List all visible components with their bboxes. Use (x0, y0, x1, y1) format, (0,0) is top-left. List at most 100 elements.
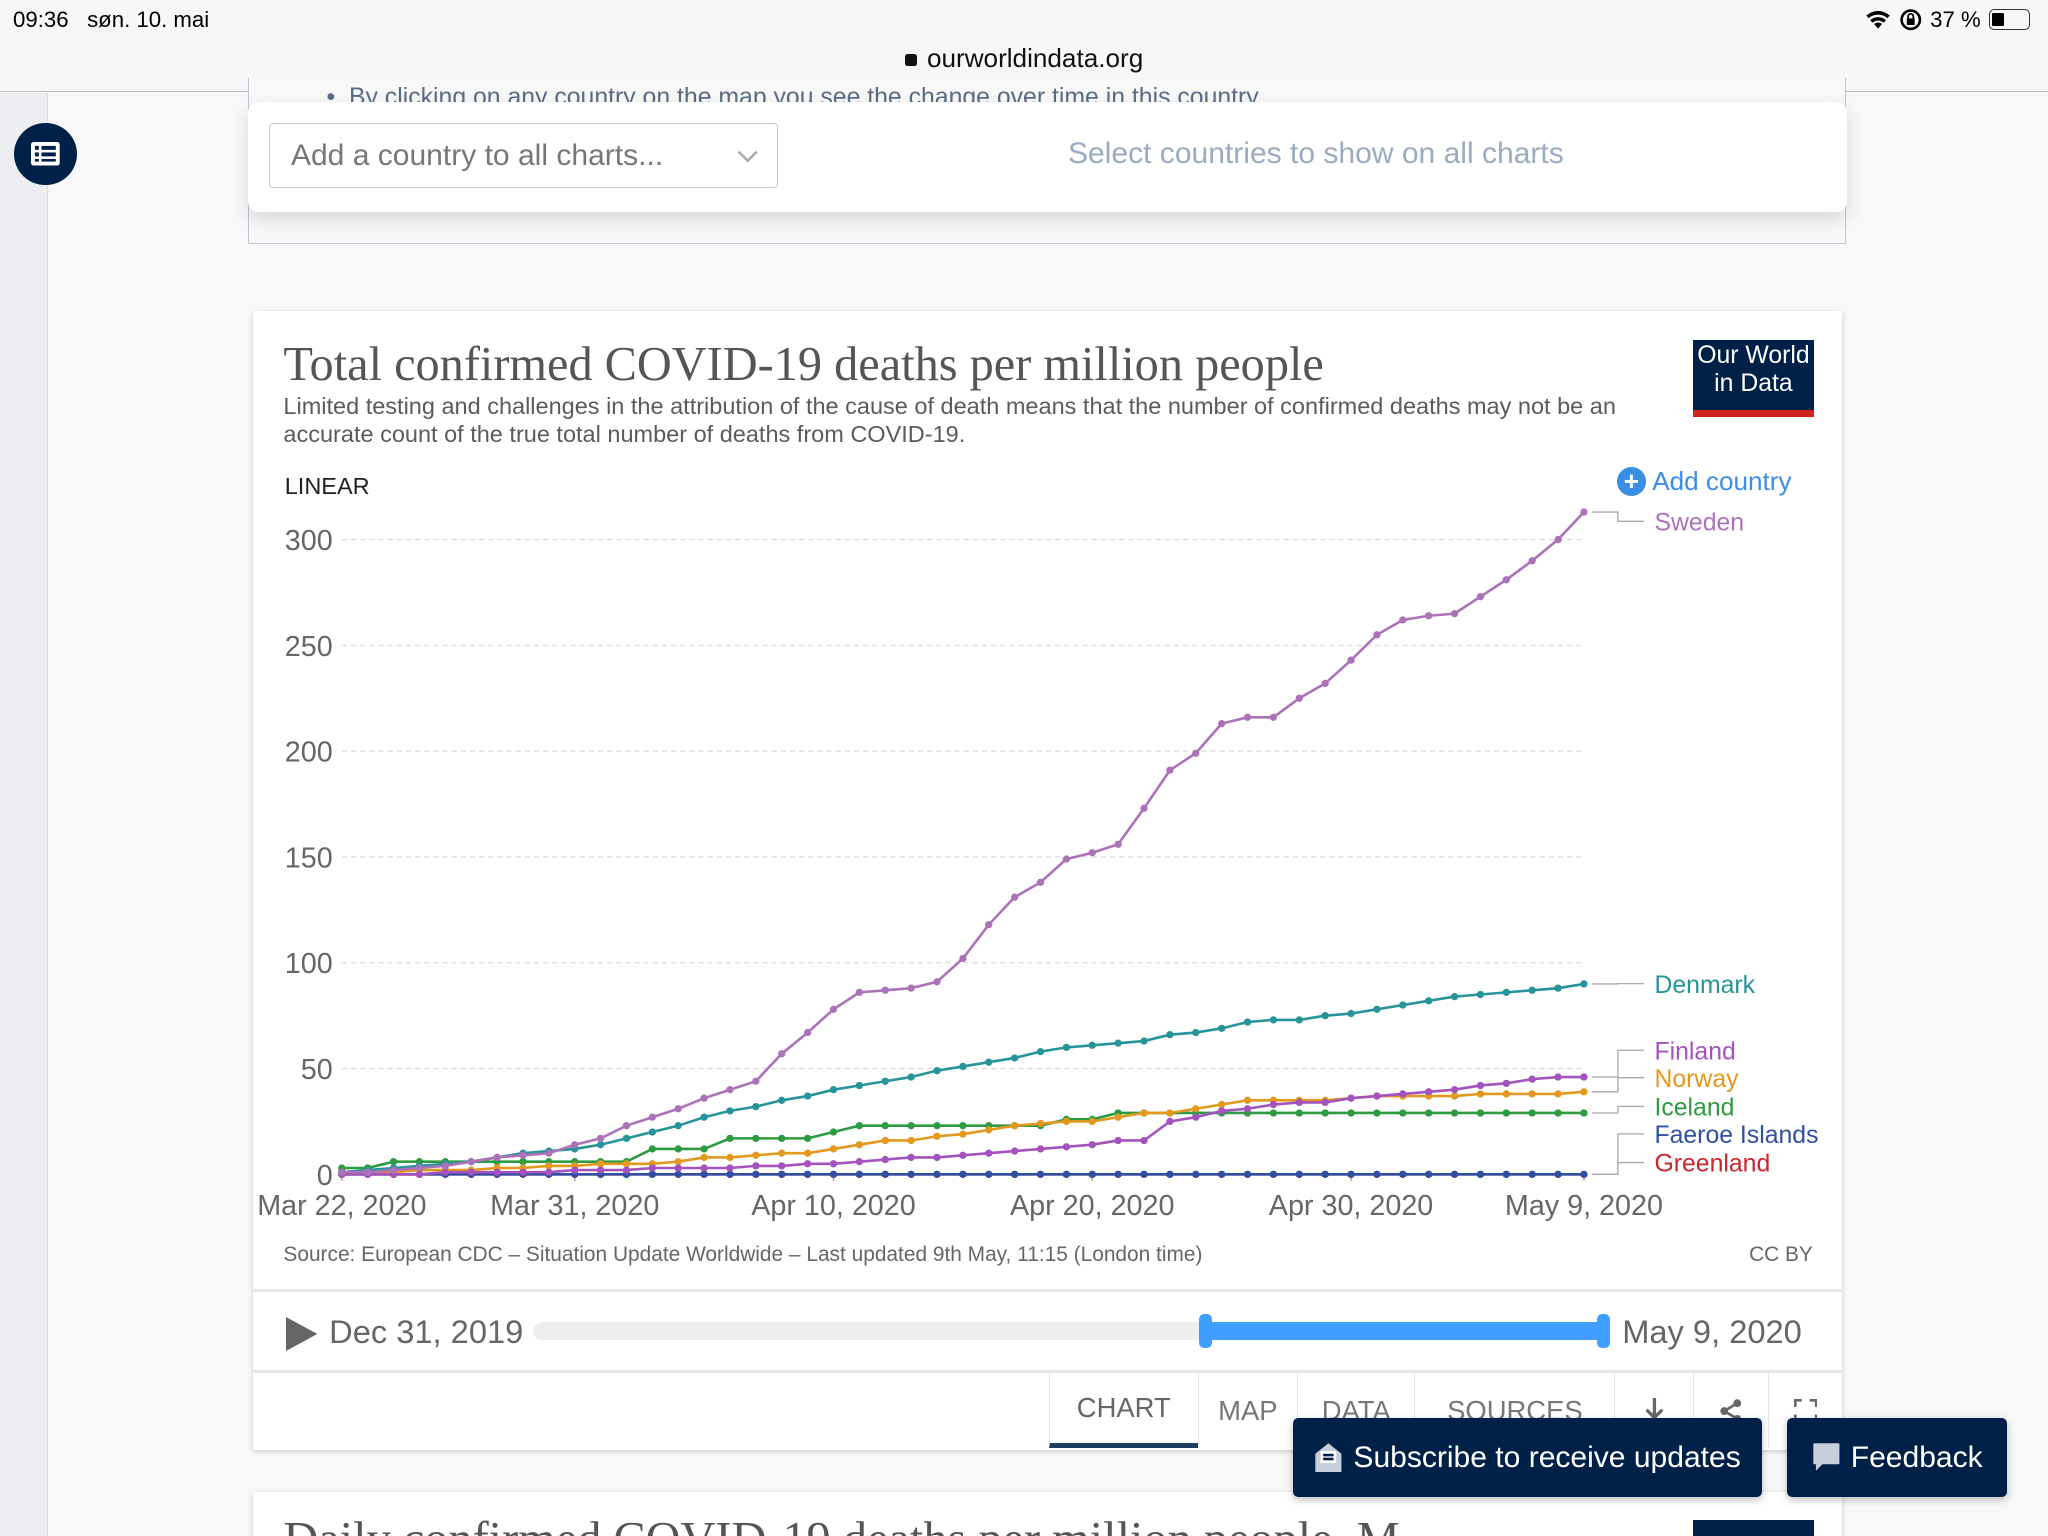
data-point (1270, 1016, 1278, 1024)
data-point (907, 1136, 916, 1144)
data-point (933, 1066, 942, 1075)
data-point (1451, 992, 1459, 1001)
y-tick-label: 300 (285, 525, 333, 557)
data-point (545, 1168, 553, 1176)
data-point (933, 977, 942, 986)
data-point (1347, 1009, 1356, 1018)
data-point (1347, 1094, 1356, 1102)
legend-connector (1592, 511, 1645, 522)
data-point (985, 1149, 993, 1157)
data-point (1580, 508, 1588, 516)
scale-toggle[interactable]: LINEAR (284, 472, 370, 499)
data-point (1011, 1121, 1019, 1130)
data-point (1114, 1039, 1123, 1047)
chevron-down-icon (737, 150, 758, 163)
data-point (1270, 1100, 1278, 1109)
data-point (881, 1077, 890, 1085)
data-point (804, 1092, 812, 1100)
data-point (1528, 556, 1537, 565)
data-point (985, 920, 993, 929)
data-point (1425, 1170, 1433, 1178)
data-point (726, 1164, 735, 1172)
data-point (830, 1085, 838, 1094)
table-of-contents-button[interactable] (14, 122, 78, 186)
data-point (778, 1170, 786, 1178)
data-point (597, 1159, 605, 1168)
data-point (700, 1094, 709, 1102)
data-point (1373, 630, 1381, 639)
data-point (674, 1164, 683, 1172)
data-point (1218, 1170, 1226, 1178)
data-point (1477, 1170, 1485, 1178)
data-point (442, 1168, 450, 1176)
data-point (1503, 1079, 1511, 1087)
data-point (907, 1170, 916, 1178)
data-point (493, 1168, 502, 1176)
data-point (674, 1121, 683, 1130)
data-point (1503, 1170, 1511, 1178)
data-point (1477, 1081, 1485, 1089)
logo-line2: in Data (1714, 369, 1793, 397)
share-button[interactable] (1692, 1372, 1769, 1449)
data-point (1347, 1109, 1356, 1117)
license-link[interactable]: CC BY (1749, 1243, 1813, 1267)
data-point (1321, 1011, 1330, 1020)
data-point (1528, 1090, 1537, 1098)
timeline-start-handle[interactable] (1199, 1313, 1213, 1348)
feedback-button[interactable]: Feedback (1786, 1418, 2008, 1497)
data-point (364, 1168, 372, 1176)
data-point (1321, 1109, 1330, 1117)
y-tick-label: 250 (285, 631, 333, 663)
dropdown-placeholder: Add a country to all charts... (290, 139, 664, 173)
add-country-button[interactable]: + Add country (1616, 466, 1792, 497)
data-point (1140, 804, 1149, 812)
timeline-selected-range[interactable] (1205, 1321, 1604, 1341)
data-point (778, 1096, 786, 1104)
data-point (1063, 1170, 1071, 1178)
data-point (1011, 1054, 1019, 1062)
data-point (907, 1121, 916, 1130)
legend-connector (1592, 1049, 1645, 1078)
data-point (881, 1170, 890, 1178)
data-point (442, 1162, 450, 1170)
data-point (1451, 609, 1459, 618)
data-point (674, 1170, 683, 1178)
legend-label: Norway (1655, 1066, 1740, 1093)
data-point (1192, 749, 1200, 757)
tab-map[interactable]: MAP (1197, 1372, 1297, 1449)
data-point (1373, 1170, 1381, 1178)
owid-logo-next[interactable] (1692, 1520, 1815, 1536)
data-point (1503, 988, 1511, 996)
line-chart: 0 50 100 150 200 250 300 Mar 22, 2020 Mar 31, 20… (258, 508, 1819, 1222)
status-icons: 37 % (1865, 7, 2030, 33)
browser-top-bar: 09:36 søn. 10. mai 37 % ourworldindata.o… (0, 0, 2048, 93)
data-point (1192, 1028, 1200, 1037)
play-icon[interactable] (286, 1316, 318, 1351)
timeline-end-handle[interactable] (1597, 1313, 1611, 1348)
divider (253, 1289, 1842, 1292)
data-point (1166, 766, 1174, 774)
data-point (649, 1113, 657, 1121)
fullscreen-button[interactable] (1768, 1372, 1841, 1449)
data-point (1011, 1147, 1019, 1155)
data-point (1270, 1109, 1278, 1117)
data-point (1554, 1170, 1563, 1178)
add-country-dropdown[interactable]: Add a country to all charts... (269, 122, 779, 189)
url-bar[interactable]: ourworldindata.org (0, 43, 2048, 74)
data-point (545, 1162, 553, 1170)
data-point (1528, 1075, 1537, 1083)
data-point (1088, 848, 1097, 857)
data-point (623, 1121, 631, 1130)
data-point (778, 1134, 786, 1142)
tab-chart[interactable]: CHART (1048, 1372, 1198, 1449)
legend-label: Greenland (1655, 1151, 1771, 1178)
data-point (519, 1157, 527, 1166)
owid-logo[interactable]: Our World in Data (1692, 339, 1815, 418)
data-point (1399, 1109, 1407, 1117)
source-note: Source: European CDC – Situation Update … (283, 1243, 1203, 1267)
subscribe-button[interactable]: Subscribe to receive updates (1293, 1418, 1762, 1497)
time-text: 09:36 (13, 6, 69, 32)
logo-line1: Our World (1697, 342, 1810, 370)
data-point (830, 1170, 838, 1178)
data-point (881, 1121, 890, 1130)
